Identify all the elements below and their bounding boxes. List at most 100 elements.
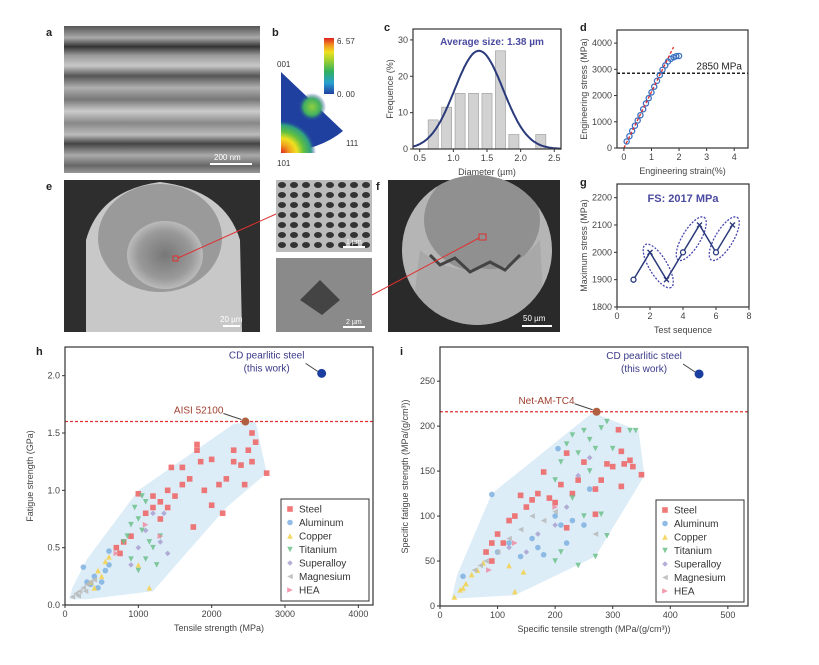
- y-tick-label: 1000: [592, 117, 612, 127]
- data-point-copper: [512, 588, 518, 595]
- legend-marker: [287, 573, 293, 580]
- data-point-titanium: [598, 511, 604, 518]
- data-point-steel: [230, 458, 237, 465]
- x-tick-label: 0: [621, 152, 626, 162]
- panel-label-g: g: [580, 177, 587, 189]
- data-point-aluminum: [80, 564, 87, 570]
- y-axis-label: Frequence (%): [385, 59, 395, 119]
- data-point-steel: [164, 504, 171, 511]
- data-point-aluminum: [586, 486, 593, 492]
- data-point-superalloy: [586, 454, 593, 461]
- legend-marker: [662, 534, 668, 540]
- data-point-steel: [142, 510, 149, 517]
- data-point: [639, 105, 647, 113]
- plot-frame: [64, 346, 374, 606]
- data-point: [623, 138, 630, 145]
- data-point-superalloy: [506, 544, 512, 551]
- reference-point: [592, 407, 601, 416]
- data-point-steel: [604, 461, 610, 467]
- data-point-magnesium: [75, 593, 81, 599]
- x-axis-label: Engineering strain(%): [639, 166, 726, 176]
- legend-label: Magnesium: [674, 573, 726, 584]
- data-point-steel: [489, 540, 495, 546]
- data-point-titanium: [632, 427, 639, 434]
- legend-label: Aluminum: [299, 518, 343, 529]
- data-point-titanium: [581, 427, 587, 434]
- y-tick-label: 2100: [592, 220, 612, 230]
- this-work-leader: [682, 363, 696, 373]
- x-axis-label: Test sequence: [654, 325, 712, 335]
- data-point-titanium: [598, 425, 604, 431]
- y-axis-label: Fatigue strength (GPa): [25, 430, 35, 522]
- data-point-aluminum: [106, 548, 112, 554]
- data-point-magnesium: [69, 594, 76, 600]
- reference-point: [241, 417, 250, 426]
- data-point-aluminum: [558, 522, 564, 528]
- y-tick-label: 50: [425, 556, 435, 566]
- data-point-aluminum: [563, 540, 570, 546]
- data-point-titanium: [135, 567, 142, 574]
- reference-leader: [223, 413, 242, 421]
- data-point-steel: [558, 481, 564, 488]
- data-point-titanium: [563, 441, 570, 447]
- data-point-steel: [194, 441, 200, 448]
- x-tick-label: 3: [704, 152, 709, 162]
- y-tick-label: 0: [430, 601, 435, 611]
- data-point-steel: [150, 504, 156, 511]
- data-point-titanium: [124, 533, 131, 539]
- data-point-steel: [609, 463, 616, 470]
- plot-frame: [439, 346, 749, 607]
- data-point-copper: [91, 585, 98, 591]
- x-tick-label: 2: [647, 311, 652, 321]
- data-point: [673, 52, 680, 60]
- data-point-steel: [223, 476, 230, 482]
- data-point-steel: [529, 497, 535, 503]
- data-point-steel: [201, 487, 208, 494]
- data-point-titanium: [569, 432, 576, 438]
- data-point-magnesium: [91, 576, 98, 583]
- data-point-magnesium: [76, 588, 83, 595]
- data-point-steel: [190, 524, 197, 530]
- data-point-steel: [113, 544, 120, 551]
- y-tick-label: 0.0: [47, 600, 60, 610]
- this-work-label: (this work): [244, 363, 290, 374]
- data-point-steel: [179, 464, 186, 471]
- data-point-steel: [164, 487, 171, 494]
- this-work-point: [317, 368, 327, 378]
- data-point-copper: [95, 567, 101, 574]
- x-tick-label: 1000: [128, 609, 148, 619]
- data-point-superalloy: [161, 510, 167, 517]
- legend-marker: [287, 560, 293, 566]
- data-point: [648, 89, 655, 96]
- data-point-steel: [638, 471, 645, 478]
- data-point-copper: [506, 562, 512, 569]
- data-point-steel: [186, 476, 193, 482]
- data-point-aluminum: [98, 579, 105, 585]
- panel-label-f: f: [376, 181, 380, 193]
- x-tick-label: 4: [732, 152, 737, 162]
- data-point-titanium: [120, 539, 127, 545]
- data-point-steel: [621, 461, 628, 467]
- x-tick-label: 6: [713, 311, 718, 321]
- x-tick-label: 100: [490, 610, 505, 620]
- data-point: [656, 71, 663, 79]
- this-work-label: CD pearlitic steel: [229, 350, 305, 361]
- data-point-aluminum: [569, 517, 576, 524]
- legend-label: Superalloy: [674, 560, 721, 571]
- chart-g: FS: 2017 MPa 0 2 4 6 8 1800 1900 2000 2100 2200 Tes…: [579, 183, 752, 335]
- y-tick-label: 0: [607, 143, 612, 153]
- y-tick-label: 0: [403, 144, 408, 154]
- data-point-steel: [197, 458, 204, 465]
- panel-label-d: d: [580, 22, 587, 34]
- y-tick-label: 1.0: [47, 485, 60, 495]
- data-point-steel: [512, 513, 518, 519]
- data-point-aluminum: [95, 585, 101, 591]
- histogram-bar: [441, 106, 452, 150]
- pole-001: 001: [277, 60, 291, 69]
- x-tick-label: 200: [548, 610, 563, 620]
- data-point-steel: [563, 450, 570, 456]
- data-point-steel: [150, 493, 156, 499]
- scale-bar-label: 1 µm: [346, 239, 362, 246]
- data-point-copper: [102, 558, 109, 565]
- data-point-superalloy: [135, 544, 142, 551]
